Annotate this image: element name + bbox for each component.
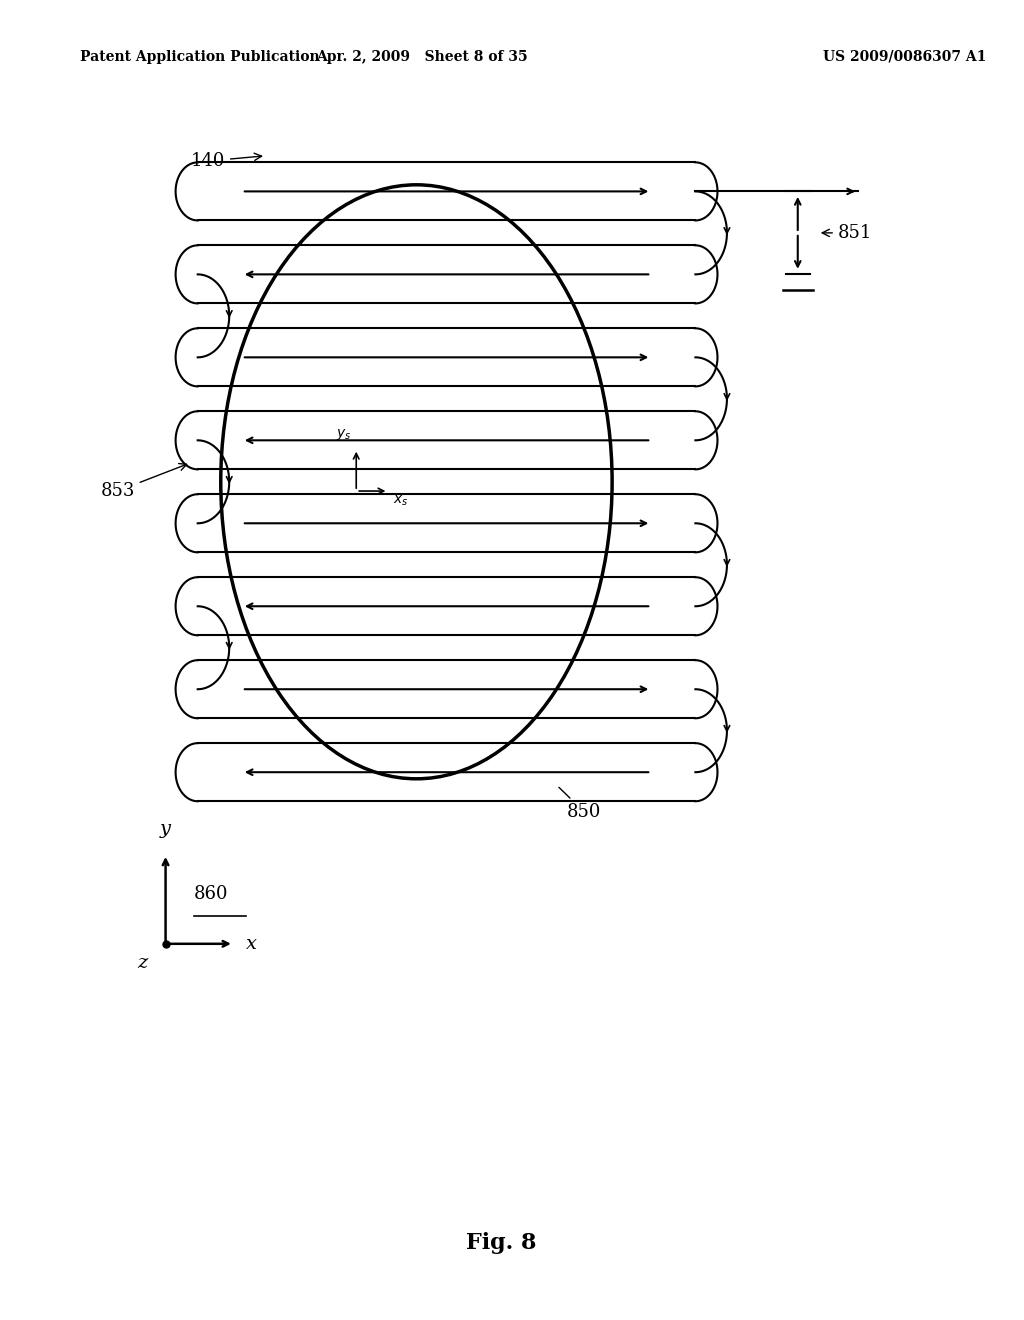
Text: 140: 140 xyxy=(190,152,261,170)
Text: x: x xyxy=(246,935,257,953)
Text: Patent Application Publication: Patent Application Publication xyxy=(80,50,319,63)
Text: z: z xyxy=(137,954,147,973)
Text: 853: 853 xyxy=(100,463,186,500)
Text: 850: 850 xyxy=(559,787,601,821)
Text: y: y xyxy=(160,820,171,838)
Text: Apr. 2, 2009   Sheet 8 of 35: Apr. 2, 2009 Sheet 8 of 35 xyxy=(315,50,527,63)
Text: $y_s$: $y_s$ xyxy=(336,428,351,442)
Text: 851: 851 xyxy=(822,224,872,242)
Text: Fig. 8: Fig. 8 xyxy=(467,1233,537,1254)
Text: US 2009/0086307 A1: US 2009/0086307 A1 xyxy=(823,50,986,63)
Text: 860: 860 xyxy=(194,886,228,903)
Text: $x_s$: $x_s$ xyxy=(393,494,409,508)
